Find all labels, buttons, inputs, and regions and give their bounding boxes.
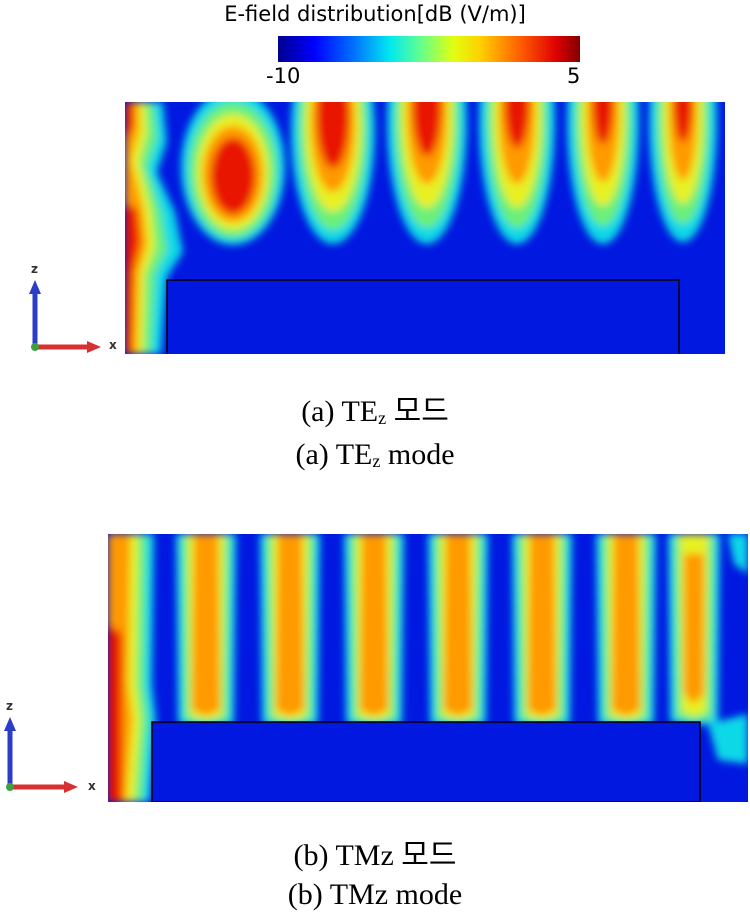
panel-b-caption-english: (b) TMz mode — [287, 878, 463, 911]
panel-b-axis-triad — [4, 717, 78, 793]
colorbar-max-label: 5 — [567, 64, 581, 88]
panel-a-caption-korean: (a) TEz 모드 — [301, 395, 449, 428]
colorbar-title: E-field distribution[dB (V/m)] — [224, 2, 526, 26]
panel-b-z-axis-label: z — [6, 699, 13, 713]
panel-b-caption-korean: (b) TMz 모드 — [293, 839, 457, 872]
panel-b-field-plot — [108, 534, 748, 802]
colorbar-gradient — [278, 36, 580, 62]
panel-a-field-plot — [125, 102, 725, 354]
panel-a-caption-english: (a) TEz mode — [295, 438, 455, 471]
colorbar-min-label: -10 — [266, 64, 301, 88]
panel-a-axis-triad — [29, 280, 101, 353]
panel-a-x-axis-label: x — [109, 338, 117, 352]
panel-b-x-axis-label: x — [88, 779, 96, 793]
panel-a-z-axis-label: z — [31, 262, 38, 276]
